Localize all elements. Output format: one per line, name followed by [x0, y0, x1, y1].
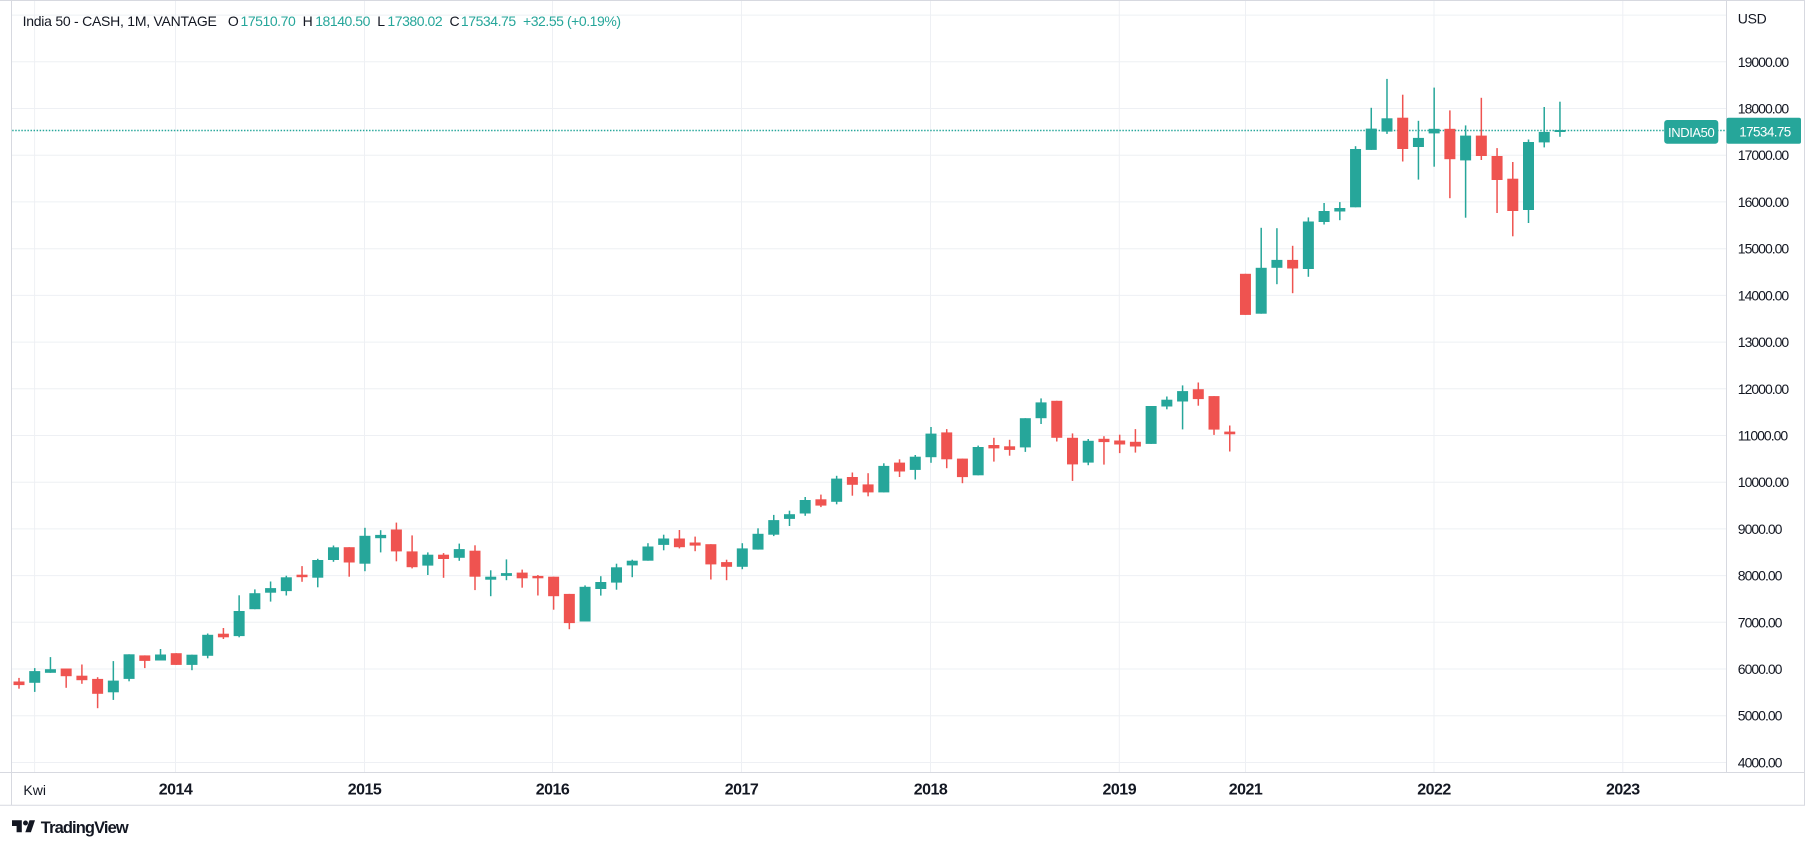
- svg-text:TradingView: TradingView: [41, 819, 129, 837]
- svg-text:INDIA50: INDIA50: [1668, 125, 1715, 140]
- svg-text:13000.00: 13000.00: [1738, 334, 1790, 350]
- svg-text:H: H: [303, 13, 313, 29]
- svg-text:14000.00: 14000.00: [1738, 287, 1790, 303]
- svg-text:12000.00: 12000.00: [1738, 381, 1790, 397]
- svg-text:17510.70: 17510.70: [241, 13, 296, 29]
- svg-text:2019: 2019: [1103, 781, 1137, 798]
- svg-text:5000.00: 5000.00: [1738, 708, 1783, 724]
- svg-text:18140.50: 18140.50: [315, 13, 370, 29]
- svg-text:USD: USD: [1738, 10, 1767, 26]
- svg-text:2023: 2023: [1606, 781, 1640, 798]
- svg-text:9000.00: 9000.00: [1738, 521, 1783, 537]
- svg-text:17000.00: 17000.00: [1738, 147, 1790, 163]
- svg-text:L: L: [377, 13, 385, 29]
- svg-text:C: C: [450, 13, 460, 29]
- svg-text:+32.55 (+0.19%): +32.55 (+0.19%): [523, 13, 621, 29]
- svg-text:4000.00: 4000.00: [1738, 754, 1783, 770]
- svg-text:Kwi: Kwi: [23, 782, 46, 798]
- svg-text:17534.75: 17534.75: [461, 13, 516, 29]
- svg-text:2017: 2017: [725, 781, 759, 798]
- svg-text:2021: 2021: [1229, 781, 1263, 798]
- svg-text:India 50 - CASH, 1M, VANTAGE: India 50 - CASH, 1M, VANTAGE: [23, 13, 217, 29]
- svg-text:19000.00: 19000.00: [1738, 54, 1790, 70]
- svg-text:7000.00: 7000.00: [1738, 614, 1783, 630]
- svg-text:15000.00: 15000.00: [1738, 241, 1790, 257]
- svg-text:17534.75: 17534.75: [1739, 125, 1791, 140]
- svg-text:2015: 2015: [348, 781, 382, 798]
- svg-text:16000.00: 16000.00: [1738, 194, 1790, 210]
- svg-text:10000.00: 10000.00: [1738, 474, 1790, 490]
- svg-text:17380.02: 17380.02: [387, 13, 442, 29]
- svg-text:18000.00: 18000.00: [1738, 101, 1790, 117]
- svg-text:2016: 2016: [536, 781, 570, 798]
- svg-text:2018: 2018: [914, 781, 948, 798]
- svg-text:11000.00: 11000.00: [1738, 428, 1789, 444]
- svg-text:O: O: [228, 13, 239, 29]
- svg-text:6000.00: 6000.00: [1738, 661, 1783, 677]
- svg-text:2014: 2014: [159, 781, 193, 798]
- svg-text:8000.00: 8000.00: [1738, 568, 1783, 584]
- svg-text:2022: 2022: [1417, 781, 1451, 798]
